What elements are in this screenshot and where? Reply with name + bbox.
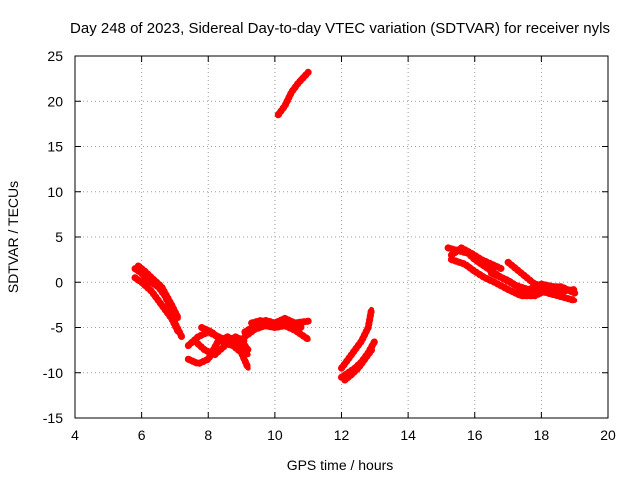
- series-arc-1b-markers: [131, 274, 182, 336]
- y-tick-label: 25: [47, 48, 63, 64]
- x-tick-label: 18: [534, 427, 550, 443]
- series-arc-1c-markers: [134, 262, 182, 322]
- x-tick-label: 16: [467, 427, 483, 443]
- y-tick-label: -10: [43, 365, 63, 381]
- x-tick-label: 8: [204, 427, 212, 443]
- y-tick-label: 0: [55, 274, 63, 290]
- series-arc-5b-markers: [338, 305, 375, 372]
- series-arc-4-markers: [274, 68, 312, 119]
- x-tick-label: 10: [267, 427, 283, 443]
- series-layer: [131, 68, 579, 384]
- grid: [75, 56, 608, 418]
- y-tick-label: 20: [47, 93, 63, 109]
- x-tick-label: 20: [600, 427, 616, 443]
- series-arc-3c-markers: [248, 316, 305, 331]
- y-tick-label: -15: [43, 410, 63, 426]
- x-tick-label: 14: [400, 427, 416, 443]
- y-tick-label: 15: [47, 139, 63, 155]
- axis-ticks: [74, 55, 609, 419]
- y-axis-label: SDTVAR / TECUs: [5, 181, 21, 293]
- series-arc-6e-markers: [487, 269, 562, 295]
- series-arc-2c-markers: [191, 333, 249, 359]
- x-tick-label: 6: [138, 427, 146, 443]
- x-tick-label: 12: [334, 427, 350, 443]
- chart-title: Day 248 of 2023, Sidereal Day-to-day VTE…: [70, 20, 610, 37]
- series-arc-5c-markers: [341, 346, 375, 384]
- y-tick-labels: -15 -10 -5 0 5 10 15 20 25: [43, 48, 63, 426]
- series-arc-6c-markers: [447, 244, 505, 273]
- series-arc-2d-markers: [198, 324, 252, 354]
- x-tick-labels: 4 6 8 10 12 14 16 18 20: [71, 427, 616, 443]
- y-tick-label: -5: [51, 320, 64, 336]
- y-tick-label: 10: [47, 184, 63, 200]
- y-tick-label: 5: [55, 229, 63, 245]
- x-tick-label: 4: [71, 427, 79, 443]
- x-axis-label: GPS time / hours: [287, 457, 394, 473]
